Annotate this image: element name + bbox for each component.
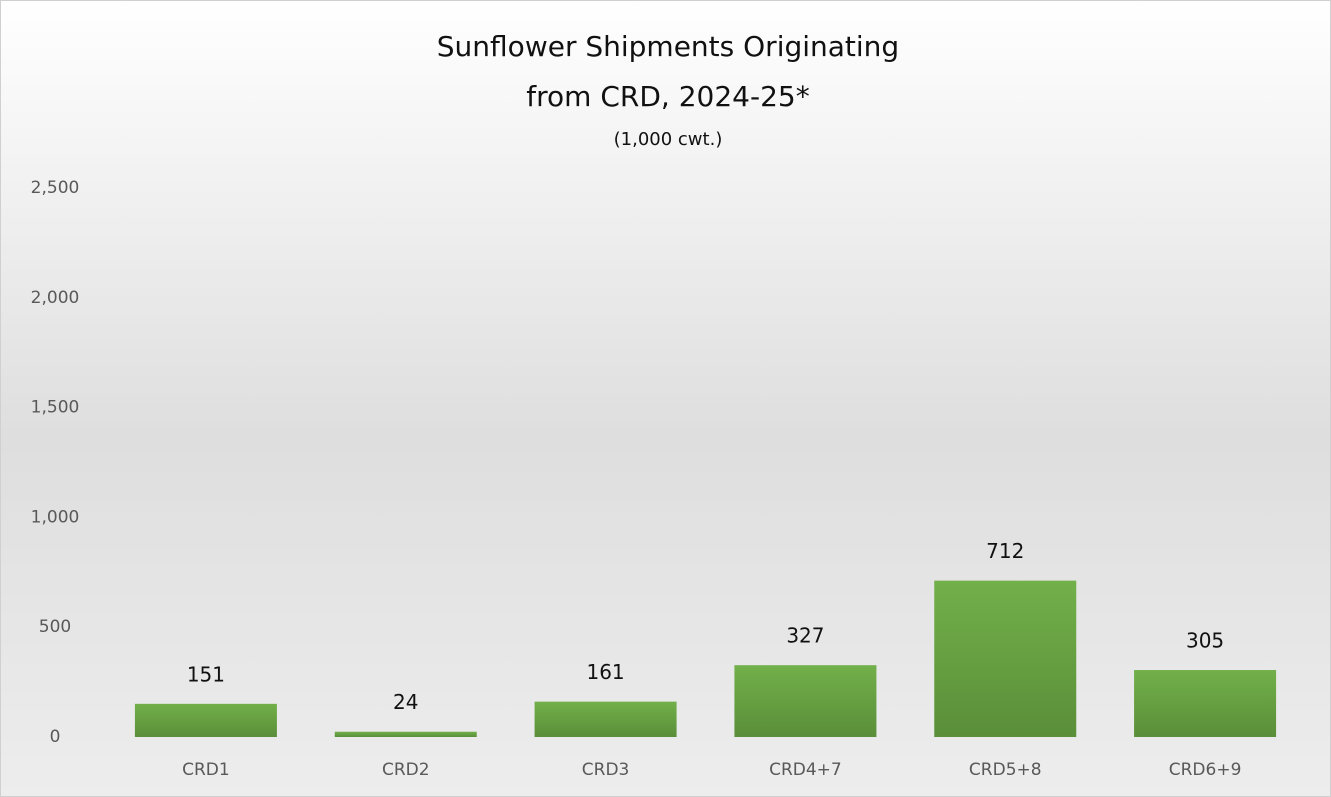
chart-title: Sunflower Shipments Originating — [437, 30, 899, 63]
y-tick-label: 2,000 — [31, 288, 80, 308]
x-tick-label: CRD5+8 — [969, 760, 1042, 780]
y-tick-label: 0 — [50, 727, 61, 747]
bar — [734, 665, 877, 737]
chart-title: from CRD, 2024-25* — [526, 80, 809, 113]
bar — [334, 731, 477, 737]
data-label: 151 — [187, 662, 225, 686]
x-tick-label: CRD1 — [182, 760, 230, 780]
y-tick-label: 1,000 — [31, 507, 80, 527]
data-label: 327 — [786, 624, 824, 648]
bar — [134, 703, 277, 737]
y-tick-label: 500 — [39, 617, 71, 637]
x-tick-label: CRD6+9 — [1169, 760, 1242, 780]
x-tick-label: CRD4+7 — [769, 760, 842, 780]
y-tick-label: 2,500 — [31, 178, 80, 198]
data-label: 305 — [1186, 629, 1224, 653]
data-label: 24 — [393, 690, 418, 714]
x-tick-label: CRD2 — [382, 760, 430, 780]
chart-subtitle: (1,000 cwt.) — [614, 129, 723, 150]
y-tick-label: 1,500 — [31, 398, 80, 418]
x-tick-label: CRD3 — [582, 760, 630, 780]
bar — [534, 701, 677, 737]
bar — [1134, 670, 1277, 737]
bar — [934, 580, 1077, 737]
data-label: 161 — [586, 660, 624, 684]
data-label: 712 — [986, 539, 1024, 563]
